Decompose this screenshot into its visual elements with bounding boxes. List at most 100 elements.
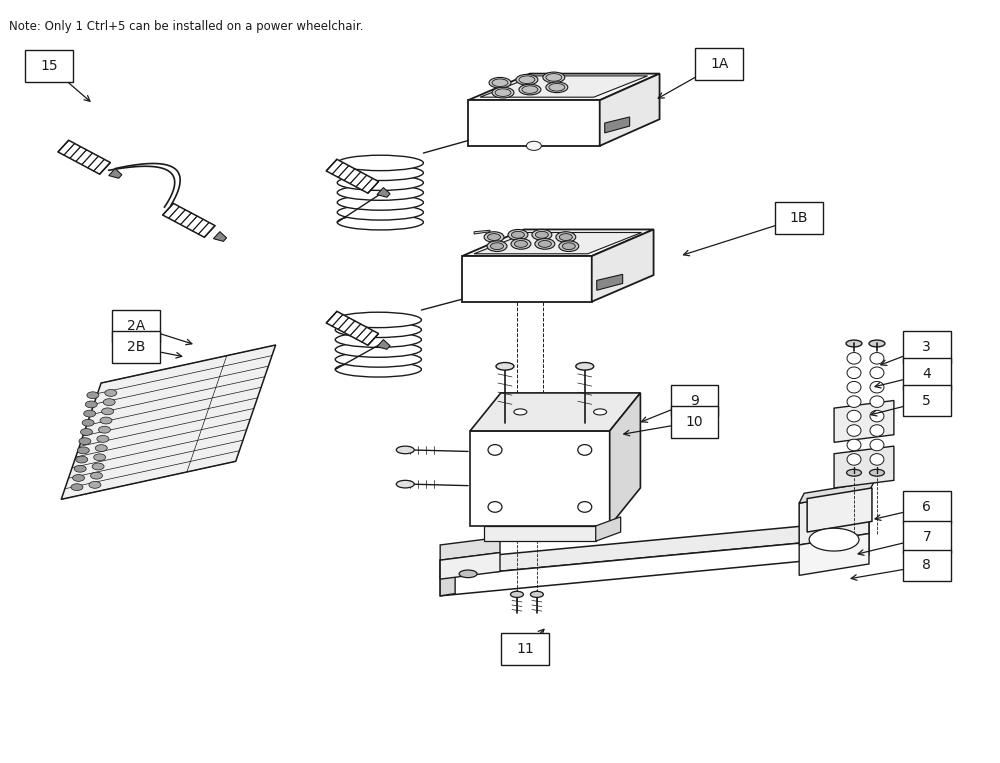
Polygon shape: [468, 73, 660, 100]
Ellipse shape: [511, 239, 531, 250]
Polygon shape: [468, 100, 600, 146]
Ellipse shape: [488, 501, 502, 512]
Ellipse shape: [594, 409, 607, 415]
Ellipse shape: [98, 427, 110, 433]
Polygon shape: [470, 431, 610, 526]
Text: 5: 5: [922, 394, 931, 407]
Polygon shape: [834, 401, 894, 443]
Ellipse shape: [396, 481, 414, 488]
Text: 2B: 2B: [127, 340, 145, 354]
Ellipse shape: [519, 76, 535, 83]
Ellipse shape: [337, 214, 423, 230]
Ellipse shape: [105, 390, 117, 396]
Ellipse shape: [556, 232, 576, 243]
Ellipse shape: [337, 165, 423, 181]
Ellipse shape: [91, 472, 102, 479]
Polygon shape: [600, 73, 660, 146]
Ellipse shape: [97, 436, 109, 443]
Ellipse shape: [543, 72, 565, 82]
Polygon shape: [326, 159, 379, 193]
Ellipse shape: [335, 332, 421, 347]
Ellipse shape: [337, 204, 423, 220]
Polygon shape: [440, 537, 500, 560]
Ellipse shape: [535, 231, 548, 238]
Ellipse shape: [530, 591, 543, 597]
Ellipse shape: [535, 239, 555, 250]
Ellipse shape: [847, 367, 861, 378]
Ellipse shape: [578, 501, 592, 512]
Ellipse shape: [77, 447, 89, 454]
Polygon shape: [109, 169, 122, 179]
Ellipse shape: [870, 425, 884, 436]
Ellipse shape: [532, 230, 552, 240]
Ellipse shape: [496, 362, 514, 370]
Ellipse shape: [488, 233, 500, 240]
Polygon shape: [377, 340, 390, 349]
Polygon shape: [592, 230, 654, 301]
Polygon shape: [474, 230, 490, 234]
Text: Note: Only 1 Ctrl+5 can be installed on a power wheelchair.: Note: Only 1 Ctrl+5 can be installed on …: [9, 21, 364, 34]
Ellipse shape: [847, 469, 861, 476]
Ellipse shape: [562, 243, 575, 250]
Ellipse shape: [559, 241, 579, 252]
Ellipse shape: [514, 240, 527, 247]
Text: 6: 6: [922, 500, 931, 514]
Ellipse shape: [870, 353, 884, 364]
Polygon shape: [462, 256, 592, 301]
Ellipse shape: [516, 74, 538, 85]
Ellipse shape: [522, 85, 538, 93]
Ellipse shape: [489, 77, 511, 88]
Ellipse shape: [508, 230, 528, 240]
Polygon shape: [597, 275, 623, 290]
Text: 3: 3: [922, 340, 931, 354]
Ellipse shape: [869, 340, 885, 347]
Ellipse shape: [809, 528, 859, 551]
FancyBboxPatch shape: [671, 406, 718, 438]
Polygon shape: [377, 188, 390, 198]
Ellipse shape: [73, 475, 85, 481]
Polygon shape: [61, 345, 276, 499]
Ellipse shape: [79, 438, 91, 445]
Ellipse shape: [846, 340, 862, 347]
Ellipse shape: [92, 463, 104, 470]
FancyBboxPatch shape: [903, 385, 951, 417]
Ellipse shape: [94, 454, 106, 461]
Ellipse shape: [335, 312, 421, 327]
Polygon shape: [799, 482, 874, 503]
Ellipse shape: [847, 396, 861, 407]
Polygon shape: [480, 76, 648, 97]
Ellipse shape: [870, 410, 884, 422]
Ellipse shape: [396, 446, 414, 454]
Ellipse shape: [869, 469, 884, 476]
Ellipse shape: [484, 232, 504, 243]
Ellipse shape: [337, 195, 423, 210]
Ellipse shape: [870, 382, 884, 393]
Ellipse shape: [526, 141, 541, 150]
FancyBboxPatch shape: [501, 633, 549, 665]
Ellipse shape: [847, 353, 861, 364]
FancyBboxPatch shape: [775, 202, 823, 234]
Ellipse shape: [495, 89, 511, 96]
Ellipse shape: [81, 429, 92, 436]
Ellipse shape: [95, 445, 107, 452]
Ellipse shape: [103, 399, 115, 406]
FancyBboxPatch shape: [671, 385, 718, 417]
Ellipse shape: [511, 231, 524, 238]
Polygon shape: [58, 140, 110, 174]
Polygon shape: [213, 232, 227, 241]
Ellipse shape: [578, 445, 592, 456]
Ellipse shape: [847, 454, 861, 465]
Ellipse shape: [870, 367, 884, 378]
Polygon shape: [440, 552, 500, 579]
Ellipse shape: [847, 425, 861, 436]
Ellipse shape: [870, 439, 884, 451]
FancyBboxPatch shape: [903, 358, 951, 390]
Ellipse shape: [559, 233, 572, 240]
Polygon shape: [440, 520, 869, 577]
Ellipse shape: [335, 342, 421, 357]
Ellipse shape: [89, 481, 101, 488]
Ellipse shape: [71, 484, 83, 491]
Ellipse shape: [74, 465, 86, 472]
Polygon shape: [807, 488, 872, 532]
Polygon shape: [484, 526, 596, 541]
